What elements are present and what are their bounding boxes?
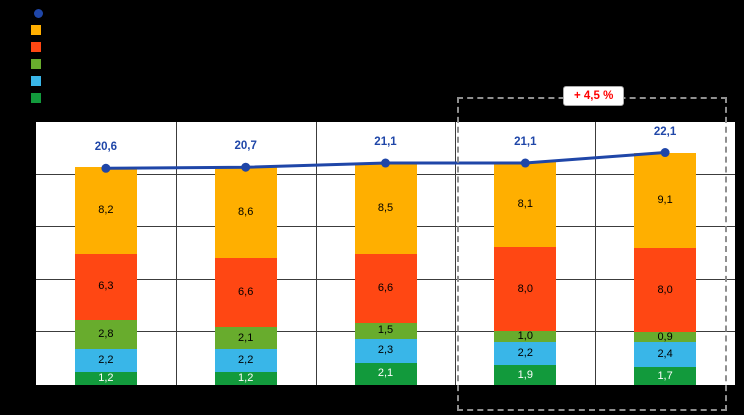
bar-segment-dark-green-bottom: 1,2 (214, 372, 277, 385)
bar-segment-green: 1,0 (494, 330, 557, 343)
segment-value-label: 8,0 (517, 282, 533, 295)
segment-value-label: 2,1 (238, 331, 254, 344)
segment-value-label: 1,2 (98, 372, 114, 385)
total-value-label: 20,7 (234, 140, 257, 153)
segment-value-label: 2,2 (517, 346, 533, 359)
segment-value-label: 2,2 (98, 354, 114, 367)
legend-item-dark-green (31, 93, 43, 103)
stacked-bar: 1,9 2,2 1,0 8,0 8,1 (494, 162, 557, 385)
bar-segment-light-blue: 2,3 (354, 338, 417, 363)
segment-value-label: 6,3 (98, 280, 114, 293)
bar-segment-green: 0,9 (634, 330, 697, 343)
legend-swatch-orange-red (31, 42, 41, 52)
stacked-bar: 1,7 2,4 0,9 8,0 9,1 (634, 152, 697, 385)
legend-swatch-light-blue (31, 76, 41, 86)
segment-value-label: 8,1 (517, 198, 533, 211)
bar-segment-light-blue: 2,2 (214, 349, 277, 373)
segment-value-label: 0,9 (657, 330, 673, 343)
segment-value-label: 8,0 (657, 283, 673, 296)
bar-segment-light-blue: 2,2 (494, 341, 557, 366)
bar-segment-green: 2,8 (74, 319, 137, 350)
segment-value-label: 1,5 (377, 324, 394, 337)
growth-annotation: + 4,5 % (563, 86, 625, 106)
growth-annotation-text: + 4,5 % (574, 90, 614, 102)
total-value-label: 21,1 (514, 136, 537, 149)
legend-swatch-orange (31, 25, 41, 35)
total-value-label: 22,1 (653, 125, 677, 138)
bar-segment-orange-red: 8,0 (634, 248, 697, 333)
legend (31, 8, 43, 103)
highlight-rect (457, 97, 727, 411)
segment-value-label: 6,6 (238, 285, 254, 298)
bar-segment-dark-green-bottom: 1,7 (634, 367, 697, 385)
segment-value-label: 2,1 (377, 367, 394, 380)
gridline-vertical (315, 122, 317, 385)
bar-segment-orange-red: 6,6 (354, 253, 417, 323)
legend-item-orange-red (31, 42, 43, 52)
segment-value-label: 1,9 (517, 368, 533, 381)
gridline-vertical (595, 122, 597, 385)
legend-swatch-dark-green (31, 93, 41, 103)
bar-segment-orange: 8,1 (494, 162, 557, 248)
segment-value-label: 8,2 (98, 203, 114, 216)
legend-swatch-green (31, 59, 41, 69)
segment-value-label: 2,3 (377, 344, 394, 357)
bar-segment-orange-red: 8,0 (494, 247, 557, 332)
segment-value-label: 1,2 (238, 372, 254, 385)
segment-value-label: 1,7 (657, 369, 673, 382)
segment-value-label: 8,6 (238, 206, 254, 219)
segment-value-label: 1,0 (517, 330, 533, 343)
bar-segment-orange: 8,2 (74, 167, 137, 254)
bar-segment-orange-red: 6,3 (74, 253, 137, 320)
segment-value-label: 2,8 (98, 328, 114, 341)
bar-segment-orange: 8,6 (214, 167, 277, 258)
legend-item-orange (31, 25, 43, 35)
segment-value-label: 8,5 (377, 202, 394, 215)
legend-item-total-line (31, 8, 43, 18)
stacked-bar: 2,1 2,3 1,5 6,6 8,5 (354, 164, 417, 385)
stacked-bar: 1,2 2,2 2,8 6,3 8,2 (74, 167, 137, 385)
stacked-bar: 1,2 2,2 2,1 6,6 8,6 (214, 167, 277, 385)
bar-segment-dark-green-bottom: 1,2 (74, 372, 137, 385)
bar-segment-orange: 8,5 (354, 164, 417, 254)
gridline-vertical (175, 122, 177, 385)
total-value-label: 21,1 (374, 136, 397, 149)
bar-segment-green: 2,1 (214, 327, 277, 350)
bar-segment-green: 1,5 (354, 322, 417, 339)
plot-area: 1,2 2,2 2,8 6,3 8,2 1,2 2,2 2,1 6,6 8,6 2,1 2,3 1,5 6… (35, 121, 736, 386)
legend-item-green (31, 59, 43, 69)
bar-segment-orange-red: 6,6 (214, 257, 277, 328)
bar-segment-light-blue: 2,4 (634, 341, 697, 368)
segment-value-label: 2,4 (657, 348, 673, 360)
gridline-vertical (455, 122, 457, 385)
bar-segment-light-blue: 2,2 (74, 349, 137, 373)
segment-value-label: 6,6 (377, 281, 394, 294)
legend-item-light-blue (31, 76, 43, 86)
segment-value-label: 2,2 (238, 354, 254, 367)
segment-value-label: 9,1 (657, 193, 673, 206)
total-value-label: 20,6 (94, 141, 118, 154)
bar-segment-dark-green-bottom: 2,1 (354, 362, 417, 385)
legend-swatch-total-line (34, 8, 43, 18)
bar-segment-dark-green-bottom: 1,9 (494, 365, 557, 385)
